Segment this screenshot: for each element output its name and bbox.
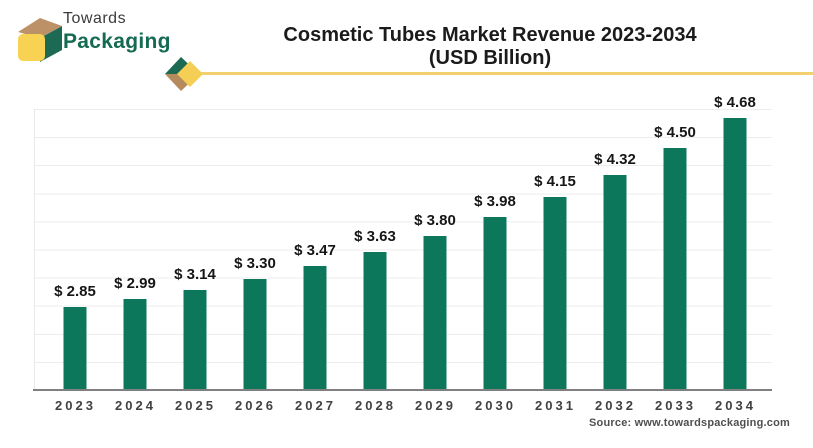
x-axis-label-2032: 2032 [595, 398, 636, 413]
bar-value-label: $ 3.98 [474, 193, 516, 210]
bar-column-2028: $ 3.63 [345, 222, 405, 390]
bar-column-2030: $ 3.98 [465, 187, 525, 390]
bar [183, 290, 207, 390]
bar-column-2031: $ 4.15 [525, 167, 585, 390]
x-axis-label-2030: 2030 [475, 398, 516, 413]
x-axis-label-2023: 2023 [55, 398, 96, 413]
bar [543, 197, 567, 390]
bar [63, 307, 87, 390]
bar-column-2029: $ 3.80 [405, 206, 465, 390]
bar-value-label: $ 4.50 [654, 124, 696, 141]
bar-value-label: $ 3.80 [414, 212, 456, 229]
bar [303, 266, 327, 390]
chart-title-line2: (USD Billion) [428, 47, 552, 69]
bar-value-label: $ 3.14 [174, 266, 216, 283]
chart-title-line1: Cosmetic Tubes Market Revenue 2023-2034 [283, 24, 697, 46]
bar-column-2023: $ 2.85 [45, 277, 105, 390]
bar [243, 279, 267, 390]
bar [483, 217, 507, 390]
x-axis-label-2029: 2029 [415, 398, 456, 413]
bar-value-label: $ 4.15 [534, 173, 576, 190]
bar-column-2032: $ 4.32 [585, 145, 645, 390]
towards-packaging-logo-icon [18, 18, 62, 62]
x-axis-line [33, 389, 772, 391]
bar [123, 299, 147, 390]
x-axis-label-2033: 2033 [655, 398, 696, 413]
bar-chart-plot-area: $ 2.85 $ 2.99 $ 3.14 $ 3.30 $ 3.47 $ 3.63 $ 3.… [34, 94, 772, 390]
bar-value-label: $ 3.47 [294, 242, 336, 259]
bar [663, 148, 687, 390]
brand-name-top: Towards [63, 10, 127, 27]
bar-value-label: $ 4.68 [714, 94, 756, 111]
accent-rule [201, 72, 813, 75]
brand-name-bottom: Packaging [63, 30, 171, 53]
bar-value-label: $ 2.99 [114, 275, 156, 292]
bar-column-2033: $ 4.50 [645, 118, 705, 390]
bar [603, 175, 627, 390]
bar-value-label: $ 2.85 [54, 283, 96, 300]
bar [723, 118, 747, 390]
bar-value-label: $ 4.32 [594, 151, 636, 168]
diamond-accent-icon [165, 57, 203, 91]
bar [423, 236, 447, 390]
x-axis-labels: 2023 2024 2025 2026 2027 2028 2029 2030 2031 2032… [34, 398, 772, 416]
bar-column-2025: $ 3.14 [165, 260, 225, 390]
bar-column-2034: $ 4.68 [705, 88, 765, 390]
bar [363, 252, 387, 390]
bar-column-2027: $ 3.47 [285, 236, 345, 390]
x-axis-label-2031: 2031 [535, 398, 576, 413]
chart-title: Cosmetic Tubes Market Revenue 2023-2034 … [200, 24, 780, 70]
source-note: Source: www.towardspackaging.com [589, 417, 790, 429]
x-axis-label-2024: 2024 [115, 398, 156, 413]
x-axis-label-2034: 2034 [715, 398, 756, 413]
bar-column-2024: $ 2.99 [105, 269, 165, 390]
bar-column-2026: $ 3.30 [225, 249, 285, 390]
x-axis-label-2026: 2026 [235, 398, 276, 413]
brand-wordmark: Towards Packaging [63, 10, 171, 53]
x-axis-label-2028: 2028 [355, 398, 396, 413]
x-axis-label-2027: 2027 [295, 398, 336, 413]
bar-value-label: $ 3.30 [234, 255, 276, 272]
bar-value-label: $ 3.63 [354, 228, 396, 245]
x-axis-label-2025: 2025 [175, 398, 216, 413]
